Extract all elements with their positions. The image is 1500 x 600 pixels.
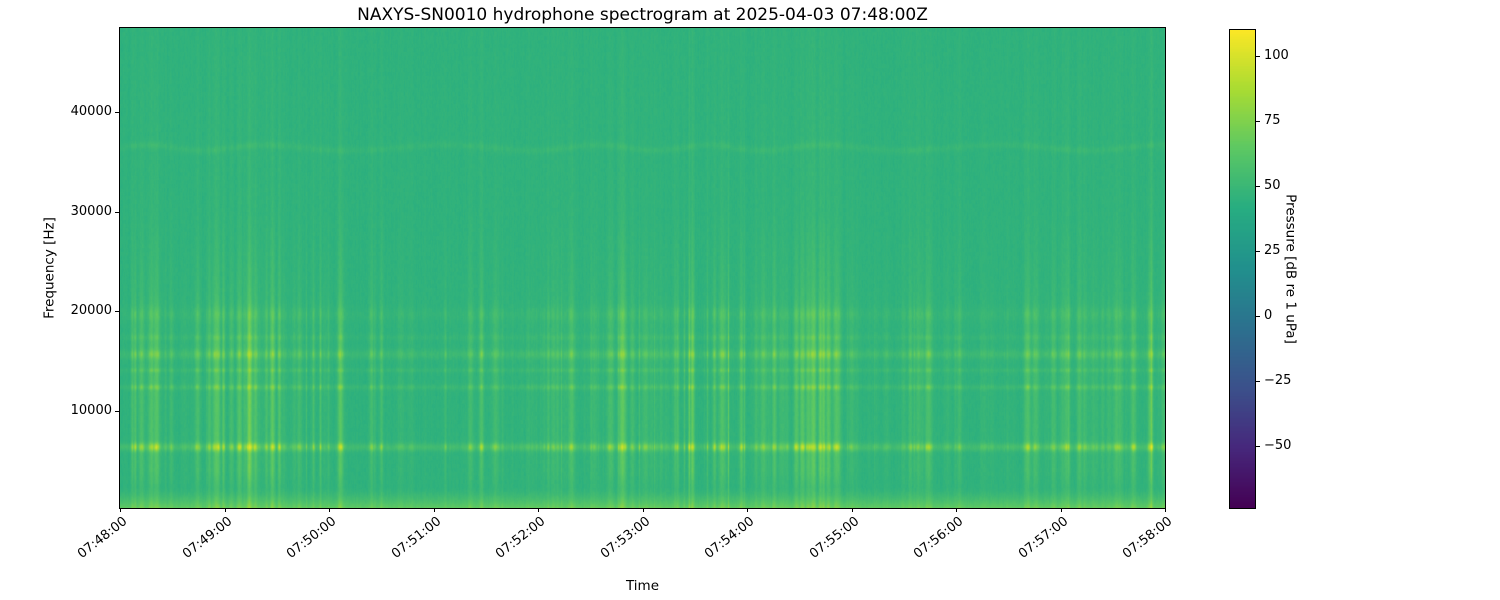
x-tick-mark [329,508,330,512]
colorbar-tick-mark [1256,185,1260,187]
x-tick-mark [642,508,644,512]
x-axis-label: Time [625,578,660,594]
x-tick-mark [538,508,539,512]
colorbar-tick-label: −25 [1264,372,1292,388]
colorbar-tick-mark [1256,120,1260,122]
colorbar-tick-label: −50 [1264,437,1292,453]
y-tick-mark [115,411,119,413]
x-tick-mark [224,508,226,512]
y-tick-label: 10000 [70,403,112,419]
colorbar-tick-mark [1256,380,1260,382]
x-tick-mark [1165,508,1166,512]
colorbar-label-wrap: Pressure [dB re 1 uPa] [1283,194,1302,344]
colorbar-tick-label: 50 [1264,177,1281,193]
y-tick-label: 20000 [70,303,112,319]
colorbar-tick-mark [1256,315,1260,317]
colorbar-tick-mark [1256,445,1260,447]
colorbar-tick-label: 75 [1264,112,1281,128]
x-tick-mark [120,508,121,512]
colorbar-tick-mark [1256,250,1260,252]
x-tick-mark [1060,508,1062,512]
x-tick-mark [433,508,435,512]
y-axis-label: Frequency [Hz] [41,217,58,319]
colorbar-tick-label: 25 [1264,242,1281,258]
y-tick-mark [115,111,119,113]
y-axis-label-wrap: Frequency [Hz] [39,217,58,319]
colorbar-gradient [1230,30,1255,508]
y-tick-mark [115,311,119,313]
y-tick-mark [115,211,119,213]
y-tick-label: 30000 [70,203,112,219]
chart-title: NAXYS-SN0010 hydrophone spectrogram at 2… [357,5,928,25]
x-tick-mark [851,508,853,512]
x-tick-mark [747,508,748,512]
spectrogram-heatmap [120,28,1165,508]
colorbar-tick-mark [1256,56,1260,57]
colorbar-tick-label: 100 [1264,47,1289,63]
colorbar-tick-label: 0 [1264,307,1273,323]
colorbar-label: Pressure [dB re 1 uPa] [1282,194,1299,344]
y-tick-label: 40000 [70,103,112,119]
x-tick-label: 07:48:00 [74,514,131,562]
x-tick-mark [956,508,957,512]
